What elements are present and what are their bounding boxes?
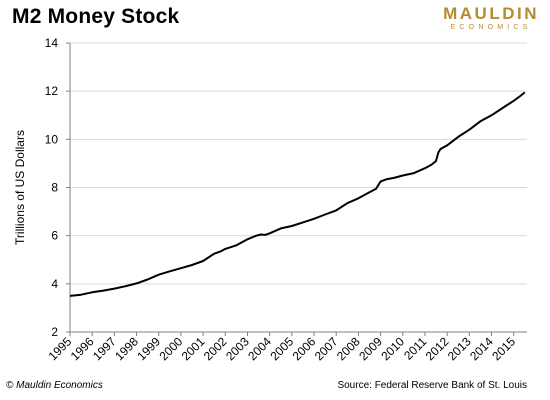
x-tick-label: 1996 [68,334,97,363]
y-tick-label: 6 [51,229,58,243]
y-tick-label: 10 [45,132,59,146]
series-lines [69,91,526,297]
y-tick-label: 2 [51,325,58,339]
x-tick-labels: 1995199619971998199920002001200220032004… [46,334,519,363]
x-tick-label: 2001 [179,334,208,363]
gridlines [70,42,527,285]
x-tick-label: 2011 [401,334,429,362]
y-tick-labels: 2 4 6 8 10 12 14 [45,36,59,339]
x-tick-label: 1998 [112,334,141,363]
x-tick-label: 2015 [489,334,518,363]
x-tick-label: 1995 [46,334,75,363]
x-tick-label: 2014 [467,334,496,363]
x-tick-label: 2004 [245,334,274,363]
y-axis-title: Trillions of US Dollars [13,130,27,245]
logo-sub-text: ECONOMICS [450,24,532,31]
x-tick-label: 1997 [90,334,119,363]
chart-title: M2 Money Stock [12,5,180,28]
copyright-note: © Mauldin Economics [6,380,103,391]
mauldin-economics-logo: MAULDIN ECONOMICS [443,5,539,31]
y-tick-label: 14 [45,36,59,50]
series-line [69,91,526,297]
x-tick-label: 2013 [445,334,474,363]
x-tick-label: 2003 [223,334,252,363]
x-tick-label: 2000 [157,334,186,363]
x-tick-label: 2008 [334,334,363,363]
x-tick-label: 2005 [267,334,296,363]
x-tick-label: 2006 [290,334,319,363]
x-tick-label: 1999 [134,334,163,363]
source-note: Source: Federal Reserve Bank of St. Loui… [337,380,527,391]
y-tick-label: 12 [45,84,59,98]
x-tick-label: 2012 [423,334,452,363]
x-tick-label: 2010 [378,334,407,363]
logo-main-text: MAULDIN [443,4,539,23]
axes [66,42,527,336]
x-tick-label: 2007 [312,334,341,363]
x-tick-label: 2002 [201,334,230,363]
y-tick-label: 8 [51,181,58,195]
x-tick-label: 2009 [356,334,385,363]
y-tick-label: 4 [51,277,58,291]
